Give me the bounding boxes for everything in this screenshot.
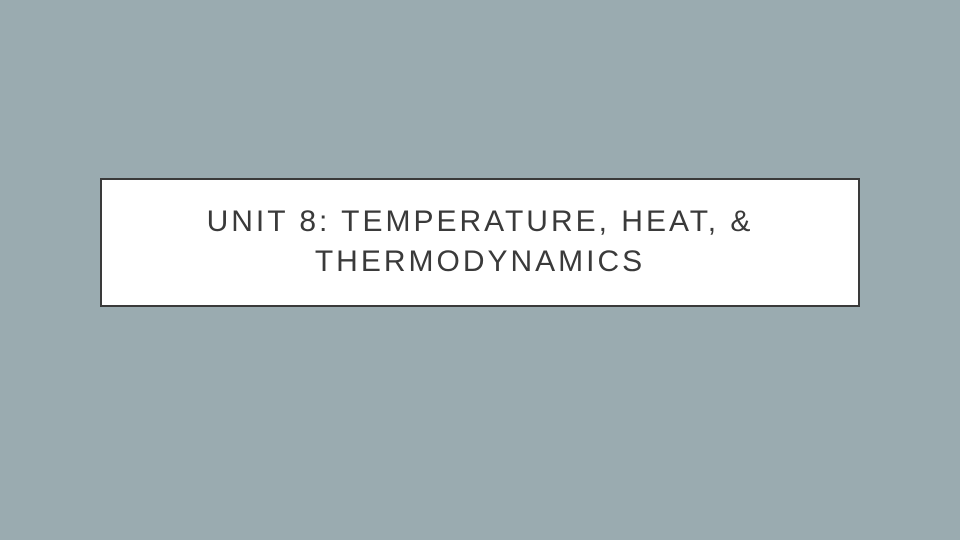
title-box: UNIT 8: TEMPERATURE, HEAT, & THERMODYNAM… — [100, 178, 860, 307]
title-line-2: THERMODYNAMICS — [315, 245, 645, 278]
title-text: UNIT 8: TEMPERATURE, HEAT, & THERMODYNAM… — [130, 202, 830, 283]
title-line-1: UNIT 8: TEMPERATURE, HEAT, & — [207, 205, 754, 238]
